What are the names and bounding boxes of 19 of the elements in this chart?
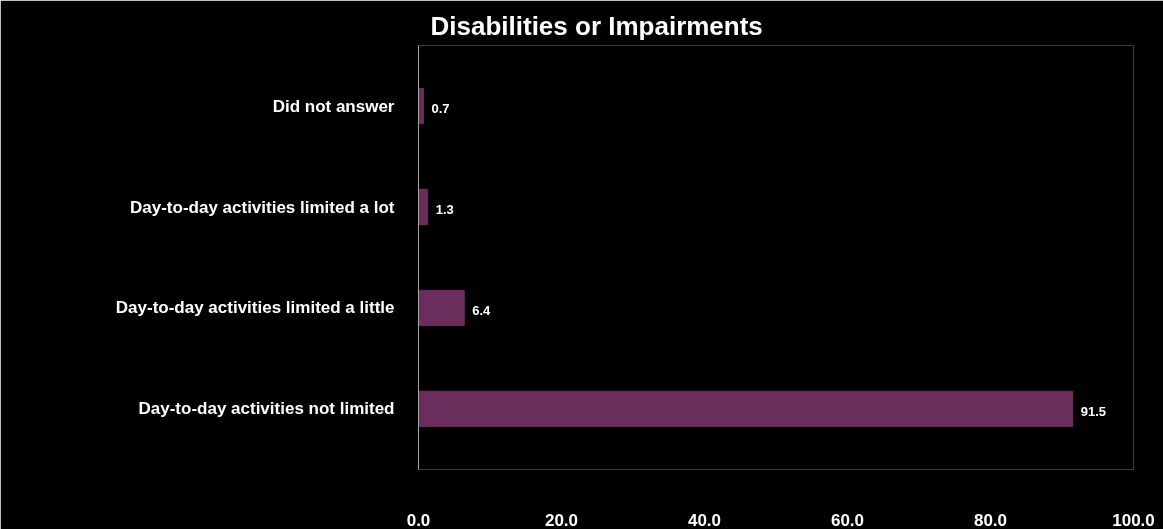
x-tick-label: 20.0 — [544, 510, 579, 529]
chart-title: Disabilities or Impairments — [430, 10, 763, 41]
bar — [418, 188, 429, 226]
x-tick-label: 80.0 — [973, 510, 1008, 529]
data-label: 1.3 — [435, 202, 454, 218]
data-label: 0.7 — [431, 101, 450, 117]
bar — [418, 289, 465, 327]
data-label: 6.4 — [472, 302, 492, 318]
bar — [418, 87, 425, 125]
y-tick-label: Day-to-day activities limited a little — [115, 298, 395, 318]
data-label: 91.5 — [1080, 403, 1107, 419]
x-tick-label: 60.0 — [830, 510, 865, 529]
x-tick-label: 100.0 — [1112, 510, 1155, 529]
y-tick-label: Did not answer — [272, 96, 395, 116]
y-tick-label: Day-to-day activities not limited — [138, 399, 395, 419]
x-tick-label: 40.0 — [687, 510, 722, 529]
bar — [418, 390, 1074, 428]
y-tick-label: Day-to-day activities limited a lot — [129, 197, 395, 217]
x-tick-label: 0.0 — [406, 510, 431, 529]
